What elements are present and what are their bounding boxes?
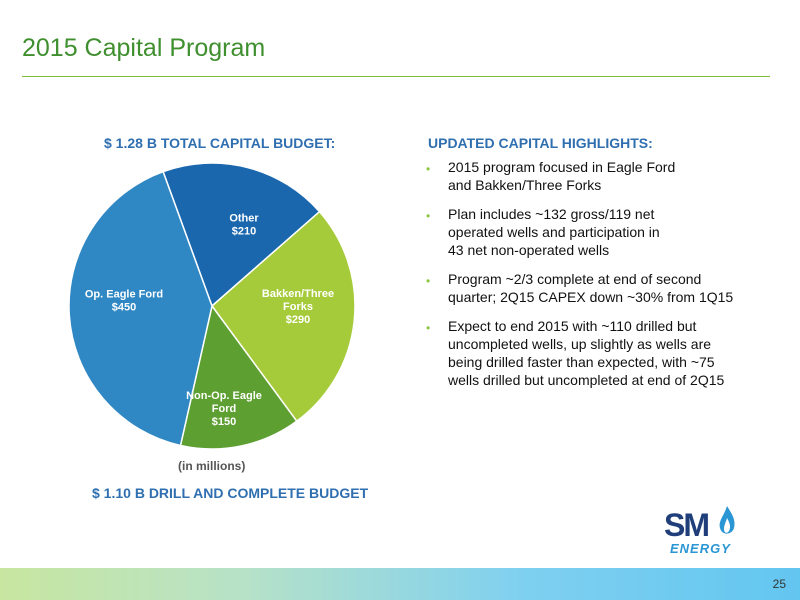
highlight-line: and Bakken/Three Forks — [448, 177, 602, 193]
slice-value-label: $210 — [232, 226, 256, 238]
slice-category-label: Other — [229, 213, 259, 225]
page-number: 25 — [772, 577, 786, 591]
bullet-icon: • — [426, 162, 431, 176]
slice-category-label: Op. Eagle Ford — [85, 289, 163, 301]
highlight-line: quarter; 2Q15 CAPEX down ~30% from 1Q15 — [448, 289, 734, 305]
slice-category-label: Bakken/Three — [262, 288, 334, 300]
slice-category-label: Ford — [212, 403, 236, 415]
highlights-heading: UPDATED CAPITAL HIGHLIGHTS: — [428, 135, 653, 151]
highlight-line: Expect to end 2015 with ~110 drilled but — [448, 318, 697, 334]
highlights-list: • 2015 program focused in Eagle Ford and B… — [426, 158, 776, 400]
highlight-item: • Expect to end 2015 with ~110 drilled bu… — [426, 317, 776, 389]
highlight-item: • 2015 program focused in Eagle Ford and B… — [426, 158, 776, 194]
highlight-item: • Program ~2/3 complete at end of second q… — [426, 270, 776, 306]
pie-slice — [162, 162, 321, 308]
title-divider — [22, 76, 770, 77]
bullet-icon: • — [426, 274, 431, 288]
sm-energy-logo: SM ENERGY — [664, 505, 744, 560]
highlight-line: 43 net non-operated wells — [448, 242, 610, 258]
highlight-line: 2015 program focused in Eagle Ford — [448, 159, 676, 175]
slice-value-label: $150 — [212, 416, 236, 428]
slide-title: 2015 Capital Program — [22, 34, 266, 62]
highlight-line: uncompleted wells, up slightly as wells … — [448, 336, 712, 352]
slice-value-label: $290 — [286, 314, 310, 326]
units-note: (in millions) — [178, 459, 246, 473]
flame-icon — [719, 506, 735, 534]
logo-mark: SM — [664, 507, 710, 543]
highlight-line: Program ~2/3 complete at end of second — [448, 271, 702, 287]
pie-slice — [210, 210, 356, 423]
slice-category-label: Non-Op. Eagle — [186, 390, 262, 402]
slice-category-label: Forks — [283, 301, 313, 313]
logo-word: ENERGY — [670, 541, 731, 556]
bullet-icon: • — [426, 321, 431, 335]
pie-slice — [68, 170, 213, 447]
budget-heading: $ 1.28 B TOTAL CAPITAL BUDGET: — [104, 135, 336, 151]
highlight-line: wells drilled but uncompleted at end of … — [448, 372, 725, 388]
bullet-icon: • — [426, 209, 431, 223]
drill-complete-budget: $ 1.10 B DRILL AND COMPLETE BUDGET — [92, 485, 369, 501]
highlight-line: operated wells and participation in — [448, 224, 660, 240]
footer-band — [0, 568, 800, 600]
highlight-item: • Plan includes ~132 gross/119 net operate… — [426, 205, 776, 259]
highlight-line: Plan includes ~132 gross/119 net — [448, 206, 655, 222]
pie-slice — [179, 304, 298, 450]
highlight-line: being drilled faster than expected, with… — [448, 354, 715, 370]
slice-value-label: $450 — [112, 302, 136, 314]
